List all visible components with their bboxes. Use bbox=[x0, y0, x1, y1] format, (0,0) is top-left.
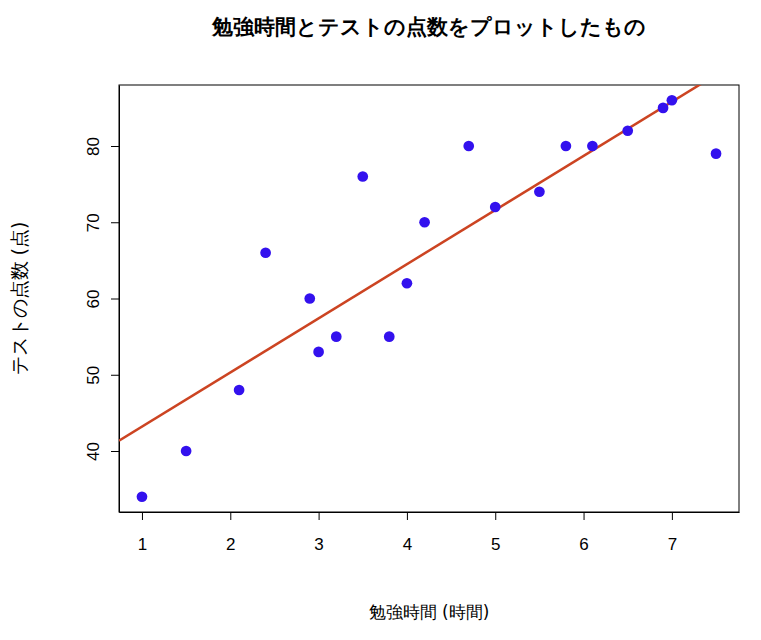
y-tick-mark bbox=[111, 451, 119, 452]
point bbox=[490, 202, 501, 213]
x-tick-label: 7 bbox=[668, 535, 677, 554]
x-tick-mark bbox=[672, 512, 673, 520]
y-tick: 60 bbox=[84, 290, 119, 309]
x-tick-mark bbox=[495, 512, 496, 520]
x-tick-mark bbox=[407, 512, 408, 520]
x-tick-label: 4 bbox=[403, 535, 412, 554]
x-tick: 7 bbox=[668, 512, 677, 554]
x-tick: 1 bbox=[138, 512, 147, 554]
x-tick-label: 1 bbox=[138, 535, 147, 554]
point bbox=[313, 347, 324, 358]
y-tick-label: 60 bbox=[84, 290, 103, 309]
y-tick: 40 bbox=[84, 442, 119, 461]
point bbox=[384, 331, 395, 342]
chart: 1 2 3 4 5 6 7 40 50 60 70 80 勉強時間とテストの点数をプロットしたもの勉強時… bbox=[0, 0, 761, 640]
y-tick: 80 bbox=[84, 137, 119, 156]
y-tick-mark bbox=[111, 299, 119, 300]
point bbox=[260, 247, 271, 258]
point bbox=[304, 293, 315, 304]
y-tick: 50 bbox=[84, 366, 119, 385]
x-tick: 4 bbox=[403, 512, 412, 554]
x-tick: 2 bbox=[226, 512, 235, 554]
x-tick-label: 2 bbox=[226, 535, 235, 554]
y-tick-label: 50 bbox=[84, 366, 103, 385]
plot-frame bbox=[119, 85, 739, 512]
x-tick-label: 3 bbox=[314, 535, 323, 554]
y-tick-label: 80 bbox=[84, 137, 103, 156]
point bbox=[587, 141, 598, 152]
x-tick: 3 bbox=[314, 512, 323, 554]
y-tick-mark bbox=[111, 146, 119, 147]
point bbox=[234, 385, 245, 396]
point bbox=[331, 331, 342, 342]
x-tick: 6 bbox=[579, 512, 588, 554]
title: 勉強時間とテストの点数をプロットしたもの bbox=[211, 15, 646, 39]
y-label: テストの点数 (点) bbox=[8, 222, 30, 376]
x-tick-label: 5 bbox=[491, 535, 500, 554]
y-tick-label: 70 bbox=[84, 213, 103, 232]
regression-line bbox=[119, 85, 739, 441]
point bbox=[419, 217, 430, 228]
x-tick-mark bbox=[230, 512, 231, 520]
plot: 1 2 3 4 5 6 7 40 50 60 70 80 bbox=[84, 61, 740, 554]
x-label: 勉強時間 (時間) bbox=[369, 602, 490, 622]
marks bbox=[119, 85, 739, 502]
point bbox=[667, 95, 678, 106]
x-tick-label: 6 bbox=[579, 535, 588, 554]
point bbox=[181, 446, 192, 457]
x-tick-mark bbox=[319, 512, 320, 520]
point bbox=[622, 125, 633, 136]
x-tick-mark bbox=[142, 512, 143, 520]
y-tick-mark bbox=[111, 375, 119, 376]
y-axis: 40 50 60 70 80 bbox=[84, 86, 120, 513]
y-tick-mark bbox=[111, 222, 119, 223]
x-axis: 1 2 3 4 5 6 7 bbox=[120, 512, 740, 554]
point bbox=[658, 103, 669, 114]
point bbox=[463, 141, 474, 152]
point bbox=[534, 186, 545, 197]
y-tick-label: 40 bbox=[84, 442, 103, 461]
point bbox=[402, 278, 413, 289]
point bbox=[561, 141, 572, 152]
point bbox=[137, 491, 148, 502]
y-tick: 70 bbox=[84, 213, 119, 232]
x-tick-mark bbox=[584, 512, 585, 520]
x-tick: 5 bbox=[491, 512, 500, 554]
point bbox=[357, 171, 368, 182]
point bbox=[711, 148, 722, 159]
